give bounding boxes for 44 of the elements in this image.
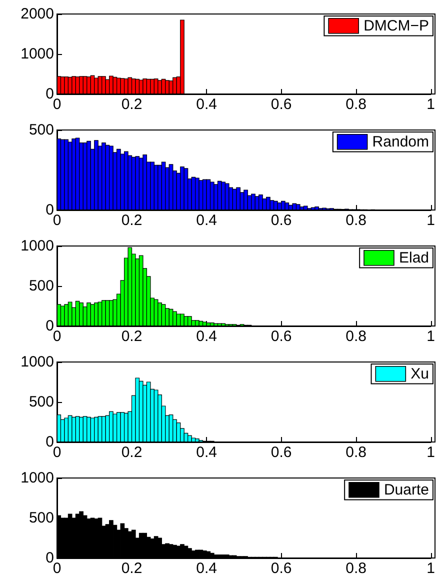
x-tick-label: 1 xyxy=(426,212,435,229)
x-tick-label: 0.4 xyxy=(196,328,217,345)
x-tick-label: 0.4 xyxy=(196,96,217,113)
x-tick-label: 0.8 xyxy=(346,96,366,113)
y-tick-label: 1000 xyxy=(20,238,54,254)
x-tick-label: 0.6 xyxy=(270,328,292,345)
y-tick-label: 0 xyxy=(46,202,54,218)
y-tick-label: 0 xyxy=(46,434,54,450)
x-tick-label: 0.6 xyxy=(270,212,292,229)
x-tick-label: 1 xyxy=(426,560,435,577)
y-tick-label: 1000 xyxy=(20,354,54,370)
y-tick-label: 500 xyxy=(28,278,54,294)
x-tick-label: 0.8 xyxy=(346,444,366,461)
legend-label: Xu xyxy=(410,365,430,382)
y-tick-label: 0 xyxy=(46,550,54,566)
x-tick-label: 0.4 xyxy=(196,212,217,229)
x-tick-label: 0.4 xyxy=(196,444,217,461)
y-tick-label: 0 xyxy=(46,86,54,102)
legend-label: DMCM−P xyxy=(364,17,429,34)
legend-label: Random xyxy=(372,133,430,150)
x-tick-label: 1 xyxy=(426,96,435,113)
y-tick-label: 500 xyxy=(28,122,54,138)
y-tick-label: 1000 xyxy=(20,470,54,486)
x-tick-label: 0.2 xyxy=(121,328,142,345)
x-tick-label: 0.2 xyxy=(121,212,142,229)
x-tick-label: 0.2 xyxy=(121,96,142,113)
y-tick-label: 1000 xyxy=(20,46,54,62)
x-tick-label: 0.8 xyxy=(346,328,366,345)
x-tick-label: 0.2 xyxy=(121,444,142,461)
legend-label: Elad xyxy=(398,249,430,266)
x-tick-label: 1 xyxy=(426,328,435,345)
x-tick-label: 0.4 xyxy=(196,560,217,577)
y-tick-label: 500 xyxy=(28,394,54,410)
x-tick-label: 1 xyxy=(426,444,435,461)
legend-label: Duarte xyxy=(384,481,430,498)
x-tick-label: 0.6 xyxy=(270,96,292,113)
x-tick-label: 0.6 xyxy=(270,560,292,577)
x-tick-label: 0.2 xyxy=(121,560,142,577)
x-tick-label: 0.8 xyxy=(346,212,366,229)
y-tick-label: 0 xyxy=(46,318,54,334)
x-tick-label: 0.6 xyxy=(270,444,292,461)
y-tick-label: 2000 xyxy=(20,6,54,22)
y-tick-label: 500 xyxy=(28,510,54,526)
x-tick-label: 0.8 xyxy=(346,560,366,577)
